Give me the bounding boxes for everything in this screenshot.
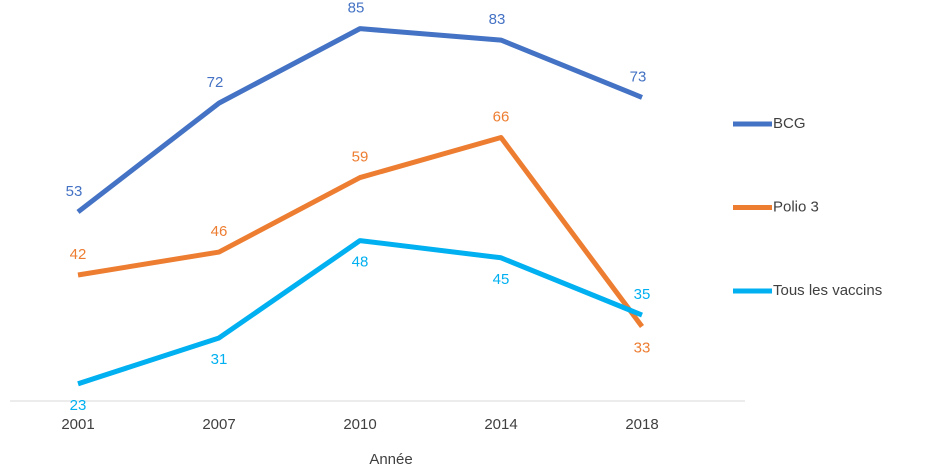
x-tick-label: 2018 — [625, 416, 658, 433]
data-label: 73 — [630, 68, 647, 85]
data-label: 23 — [70, 397, 87, 414]
legend-label: BCG — [773, 115, 806, 132]
x-axis-title: Année — [369, 451, 412, 468]
data-label: 48 — [352, 254, 369, 271]
x-tick-label: 2007 — [202, 416, 235, 433]
data-label: 46 — [211, 223, 228, 240]
data-label: 59 — [352, 149, 369, 166]
legend-label: Tous les vaccins — [773, 282, 882, 299]
data-label: 35 — [634, 286, 651, 303]
data-label: 31 — [211, 351, 228, 368]
series-line — [77, 238, 643, 387]
data-label: 42 — [70, 246, 87, 263]
data-label: 33 — [634, 339, 651, 356]
data-label: 85 — [348, 0, 365, 17]
data-label: 53 — [66, 183, 83, 200]
data-label: 72 — [207, 74, 224, 91]
series-line — [77, 134, 645, 329]
series-line — [76, 26, 643, 214]
x-tick-label: 2014 — [484, 416, 517, 433]
x-tick-label: 2010 — [343, 416, 376, 433]
legend-label: Polio 3 — [773, 198, 819, 215]
data-label: 45 — [493, 271, 510, 288]
x-tick-label: 2001 — [61, 416, 94, 433]
data-label: 83 — [489, 11, 506, 28]
data-label: 66 — [493, 108, 510, 125]
